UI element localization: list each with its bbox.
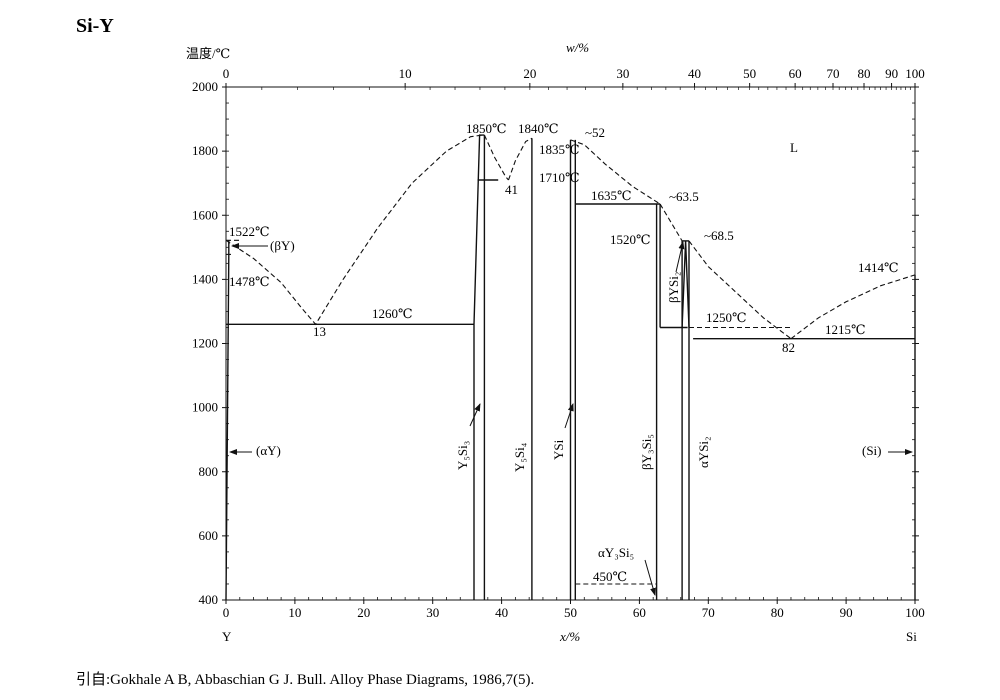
solid-boundary — [681, 240, 690, 328]
top-tick-label: 80 — [858, 66, 871, 81]
solid-boundary — [473, 134, 485, 325]
label-1635C: 1635℃ — [591, 188, 632, 203]
x-tick-label: 40 — [495, 605, 508, 620]
ysi-arrow — [564, 403, 574, 429]
alpha-y3si5-arrow — [644, 559, 656, 596]
label-68-5: ~68.5 — [704, 228, 734, 243]
right-element-label: Si — [906, 629, 917, 644]
top-tick-label: 70 — [827, 66, 840, 81]
label-1250C: 1250℃ — [706, 310, 747, 325]
y-tick-label: 1800 — [192, 143, 218, 158]
y-tick-label: 1200 — [192, 336, 218, 351]
y-tick-label: 1400 — [192, 271, 218, 286]
x-tick-label: 60 — [633, 605, 646, 620]
x-axis-label: x/% — [559, 629, 580, 644]
composition-labels: 13 41 82 ~52 ~63.5 ~68.5 — [313, 125, 795, 355]
x-tick-label: 90 — [840, 605, 853, 620]
phase-alpha-y-label: (αY) — [256, 443, 281, 458]
x-tick-label: 0 — [223, 605, 230, 620]
label-63-5: ~63.5 — [669, 189, 699, 204]
phase-y5si3-label: Y₅Si₃ — [455, 441, 470, 470]
top-tick-label: 100 — [905, 66, 925, 81]
beta-ysi2-arrow — [675, 241, 685, 273]
dashed-boundary — [659, 203, 683, 242]
top-tick-label: 40 — [688, 66, 701, 81]
left-element-label: Y — [222, 629, 232, 644]
x-tick-label: 50 — [564, 605, 577, 620]
label-1835C: 1835℃ — [539, 142, 580, 157]
x-tick-label: 100 — [905, 605, 925, 620]
chart-title: Si-Y — [76, 15, 114, 37]
top-axis-label: w/% — [566, 40, 589, 55]
label-eutectic-41: 41 — [505, 182, 518, 197]
y-tick-label: 400 — [199, 592, 219, 607]
phase-beta-ysi2-label: βYSi₂ — [666, 272, 681, 303]
top-tick-label: 0 — [223, 66, 230, 81]
x-tick-label: 80 — [771, 605, 784, 620]
x-tick-label: 10 — [288, 605, 301, 620]
y5si3-arrow — [469, 403, 481, 427]
phase-boundaries — [225, 134, 916, 601]
x-tick-label: 70 — [702, 605, 715, 620]
dashed-boundary — [483, 134, 509, 181]
phase-alpha-y3si5-label: αY₃Si₅ — [598, 545, 634, 560]
label-52: ~52 — [585, 125, 605, 140]
label-1522C: 1522℃ — [229, 224, 270, 239]
x-tick-label: 30 — [426, 605, 439, 620]
dashed-boundary — [570, 139, 661, 205]
top-tick-label: 60 — [789, 66, 802, 81]
y-axis-label: 温度/℃ — [186, 46, 230, 61]
x-tick-label: 20 — [357, 605, 370, 620]
phase-labels: L (βY) (αY) (Si) Y₅Si₃ Y₅Si₄ YSi βY₃Si₅ … — [256, 140, 882, 560]
label-1840C: 1840℃ — [518, 121, 559, 136]
top-tick-label: 10 — [399, 66, 412, 81]
phase-beta-y-label: (βY) — [270, 238, 295, 253]
top-tick-label: 30 — [616, 66, 629, 81]
temperature-labels: 1850℃ 1840℃ 1835℃ 1710℃ 1635℃ 1520℃ 1522… — [229, 121, 899, 584]
phase-beta-y3si5-label: βY₃Si₅ — [639, 434, 654, 470]
label-1260C: 1260℃ — [372, 306, 413, 321]
phase-si-label: (Si) — [862, 443, 882, 458]
label-eutectic-13: 13 — [313, 324, 326, 339]
label-1710C: 1710℃ — [539, 170, 580, 185]
label-1215C: 1215℃ — [825, 322, 866, 337]
label-1478C: 1478℃ — [229, 274, 270, 289]
annotation-arrows — [229, 241, 913, 596]
top-tick-label: 50 — [743, 66, 756, 81]
phase-ysi-label: YSi — [551, 439, 566, 460]
source-note: 引自:Gokhale A B, Abbaschian G J. Bull. Al… — [76, 671, 534, 688]
label-1414C: 1414℃ — [858, 260, 899, 275]
y-tick-label: 2000 — [192, 79, 218, 94]
y-tick-label: 800 — [199, 464, 219, 479]
label-450C: 450℃ — [593, 569, 627, 584]
label-1850C: 1850℃ — [466, 121, 507, 136]
y-tick-label: 1600 — [192, 207, 218, 222]
top-tick-label: 20 — [523, 66, 536, 81]
dashed-boundary — [507, 137, 533, 181]
label-1520C: 1520℃ — [610, 232, 651, 247]
phase-liquid-label: L — [790, 140, 798, 155]
y-tick-label: 1000 — [192, 400, 218, 415]
y-tick-label: 600 — [199, 528, 219, 543]
phase-alpha-ysi2-label: αYSi₂ — [696, 436, 711, 468]
top-tick-label: 90 — [885, 66, 898, 81]
label-eutectic-82: 82 — [782, 340, 795, 355]
dashed-boundary — [225, 134, 483, 326]
phase-y5si4-label: Y₅Si₄ — [512, 442, 527, 472]
dashed-boundary — [790, 274, 916, 340]
